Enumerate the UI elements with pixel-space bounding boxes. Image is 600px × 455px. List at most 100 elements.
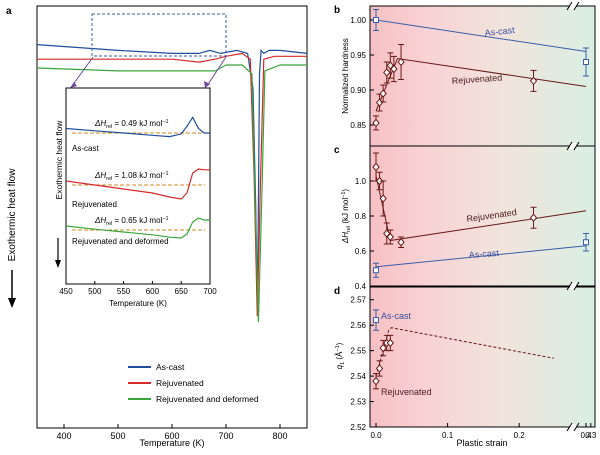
data-point-diamond bbox=[372, 162, 380, 172]
panel-a-xlabel: Temperature (K) bbox=[139, 438, 204, 448]
ytick-label: 2.57 bbox=[350, 296, 366, 305]
zoom-arrow-right bbox=[204, 81, 210, 88]
inset-label-rejuv: Rejuvenated bbox=[72, 200, 117, 209]
panel-b-label-ascast: As-cast bbox=[484, 25, 515, 38]
panel-c-marks bbox=[372, 152, 589, 278]
inset-xtick-label: 550 bbox=[117, 287, 131, 296]
panel-d: d q1 (Å−1) 2.522.532.542.552.562.57 0.0 0… bbox=[334, 286, 597, 448]
data-point-diamond bbox=[375, 364, 384, 373]
panel-d-marks bbox=[372, 309, 554, 390]
inset-curves bbox=[65, 116, 210, 239]
panel-b-label: b bbox=[334, 5, 340, 16]
panel-c-plot-area bbox=[369, 145, 596, 287]
inset-dh-label-deformed: ΔHrel = 0.65 kJ mol−1 bbox=[94, 216, 169, 227]
data-point-diamond bbox=[379, 194, 387, 203]
zoom-line-right bbox=[206, 56, 227, 87]
ytick-label: 0.90 bbox=[350, 86, 366, 95]
panel-a-xaxis: 400 500 600 700 800 bbox=[56, 424, 288, 441]
axis-break-mark bbox=[566, 1, 573, 11]
inset-dh-label-ascast: ΔHrel = 0.49 kJ mol−1 bbox=[94, 119, 169, 130]
panel-b: b Normalized hardness 0.85 0.90 0.95 1.00 A… bbox=[334, 5, 596, 147]
panel-b-fit-ascast bbox=[375, 19, 587, 52]
axis-break-gap bbox=[570, 143, 576, 149]
inset-xtick-label: 650 bbox=[175, 287, 189, 296]
inset-xaxis: 450 500 550 600 650 700 bbox=[59, 281, 217, 296]
data-point-diamond bbox=[397, 57, 405, 67]
panel-a-curve-1 bbox=[37, 52, 307, 317]
data-point-square bbox=[373, 17, 379, 23]
panel-a-xtick-label: 800 bbox=[272, 431, 287, 441]
inset-label-ascast: As-cast bbox=[72, 144, 99, 153]
inset-dh-label-rejuv: ΔHrel = 1.08 kJ mol−1 bbox=[94, 171, 169, 182]
axis-break-gap bbox=[570, 3, 576, 9]
axis-break-gap bbox=[570, 424, 576, 430]
legend-label-rejuv: Rejuvenated bbox=[156, 378, 204, 388]
axis-breaks bbox=[566, 1, 580, 432]
panel-a-xtick-label: 500 bbox=[110, 431, 125, 441]
ytick-label: 0.4 bbox=[355, 282, 367, 291]
legend-label-deformed: Rejuvenated and deformed bbox=[156, 394, 259, 404]
panel-b-label-rejuv: Rejuvenated bbox=[451, 72, 502, 86]
data-point-square bbox=[583, 59, 589, 65]
data-point-square bbox=[373, 267, 379, 274]
inset-curve-0 bbox=[65, 116, 210, 138]
axis-break-mark bbox=[566, 422, 573, 432]
panel-d-label: d bbox=[334, 286, 340, 297]
inset-xtick-label: 500 bbox=[88, 287, 102, 296]
inset-xlabel: Temperature (K) bbox=[109, 299, 167, 308]
ytick-label: 2.54 bbox=[350, 372, 366, 381]
ytick-label: 1.0 bbox=[355, 177, 367, 186]
panel-d-xtick-label: 0.2 bbox=[514, 431, 526, 440]
panel-d-xtick-label: 0.4 bbox=[580, 431, 592, 440]
panel-d-label-rejuv: Rejuvenated bbox=[381, 387, 432, 397]
data-point-diamond bbox=[529, 76, 538, 86]
ytick-label: 0.8 bbox=[355, 212, 367, 221]
inset-ylabel: Exothermic heat flow bbox=[54, 120, 64, 200]
panel-b-yaxis: 0.85 0.90 0.95 1.00 bbox=[350, 16, 374, 130]
legend: As-cast Rejuvenated Rejuvenated and defo… bbox=[128, 362, 259, 404]
panel-d-xtick-label: 0.0 bbox=[370, 431, 382, 440]
panel-a-label: a bbox=[6, 6, 12, 17]
axis-break-mark bbox=[573, 422, 580, 432]
ytick-label: 1.00 bbox=[350, 16, 366, 25]
panel-a-arrow-head bbox=[8, 298, 16, 308]
axis-break-mark bbox=[566, 141, 573, 151]
ytick-label: 0.95 bbox=[350, 51, 366, 60]
panel-c: c ΔHrel (kJ mol−1) 0.40.60.81.0 Rejuvena… bbox=[334, 145, 596, 291]
inset-label-deformed: Rejuvenated and deformed bbox=[72, 237, 169, 246]
inset-arrow-head bbox=[55, 260, 61, 268]
ytick-label: 2.55 bbox=[350, 347, 366, 356]
panel-c-label-ascast: As-cast bbox=[468, 248, 499, 260]
zoom-box bbox=[91, 13, 227, 57]
panel-d-label-ascast: As-cast bbox=[381, 311, 412, 321]
panel-a-xtick-label: 400 bbox=[56, 431, 71, 441]
data-point-diamond bbox=[372, 118, 380, 128]
axis-break-mark bbox=[573, 141, 580, 151]
data-point-diamond bbox=[379, 89, 387, 98]
panel-b-marks bbox=[372, 9, 589, 131]
panel-a-xtick-label: 600 bbox=[164, 431, 179, 441]
inset-xtick-label: 600 bbox=[146, 287, 160, 296]
data-point-square bbox=[373, 317, 379, 324]
panel-d-yaxis: 2.52 2.53 2.54 2.55 2.56 2.57 bbox=[350, 296, 374, 432]
legend-label-ascast: As-cast bbox=[156, 362, 185, 372]
axis-break-mark bbox=[573, 1, 580, 11]
data-point-square bbox=[583, 239, 589, 246]
ytick-label: 0.85 bbox=[350, 121, 366, 130]
inset-frame bbox=[65, 87, 211, 285]
panel-d-xlabel: Plastic strain bbox=[456, 438, 507, 448]
panel-a-curves bbox=[36, 44, 308, 323]
panel-c-ylabel: ΔHrel (kJ mol−1) bbox=[341, 189, 352, 245]
panel-a-ylabel: Exothermic heat flow bbox=[7, 168, 18, 262]
data-point-diamond bbox=[379, 343, 387, 353]
data-point-diamond bbox=[529, 213, 538, 223]
axis-break-mark bbox=[566, 281, 573, 291]
data-point-diamond bbox=[397, 237, 405, 247]
ytick-label: 2.52 bbox=[350, 423, 366, 432]
axis-break-mark bbox=[573, 281, 580, 291]
panel-a-curve-0 bbox=[36, 44, 308, 308]
data-point-diamond bbox=[372, 376, 380, 386]
inset-curve-1 bbox=[65, 168, 210, 200]
panel-d-xtick-label: 0.3 bbox=[585, 431, 597, 440]
ytick-label: 2.53 bbox=[350, 398, 366, 407]
